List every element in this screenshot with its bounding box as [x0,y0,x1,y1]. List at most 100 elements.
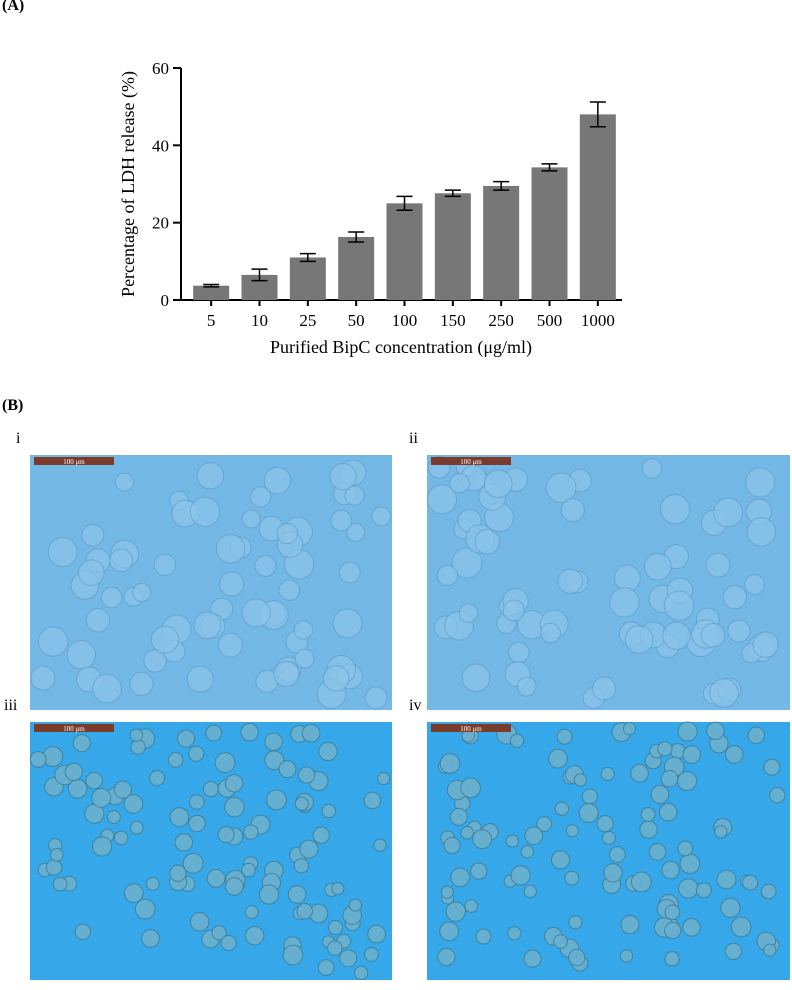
scale-bar [34,724,114,732]
panel-label: i [16,430,21,447]
cell [49,848,64,862]
bar [579,114,616,301]
cell [202,780,219,798]
error-bar [251,268,268,282]
cell [113,830,129,846]
y-tick-label: 20 [152,214,169,233]
cell [474,528,501,555]
cell [189,496,221,528]
cell [591,676,617,701]
cell [169,807,190,828]
cell [331,881,345,896]
cell [439,753,461,774]
cell [746,517,776,547]
cell [296,902,313,920]
cell [568,948,586,967]
cell [451,547,483,579]
cell [129,820,144,835]
cell [174,833,194,852]
cell [219,571,245,597]
cell [348,898,362,912]
cell [193,611,222,640]
cell [106,810,121,824]
cell [760,883,777,900]
scale-bar-label: 100 μm [63,458,85,466]
x-tick-label: 500 [537,311,563,330]
cell [524,826,544,846]
cell [650,784,670,804]
cell [449,473,470,494]
cell [682,918,701,937]
cell [560,497,585,523]
cell [752,631,779,658]
x-tick-label: 1000 [581,311,615,330]
cell [663,590,695,622]
cell [458,603,479,623]
cell [545,472,577,504]
cell [556,728,573,745]
cell [461,663,491,693]
cell [472,829,493,850]
cell [716,869,737,890]
cell [129,728,144,742]
cell [294,796,309,811]
cell [113,780,133,799]
cell [332,608,363,639]
bar [289,257,326,300]
cell [186,665,214,693]
cell [664,951,680,967]
cell [747,726,765,744]
cell [744,574,765,595]
cell [639,820,658,839]
cell [312,826,330,844]
cell [568,915,583,930]
cell [713,497,744,528]
cell [664,904,681,921]
cell [339,949,358,968]
cell [677,770,698,792]
cell [730,916,752,938]
cell [658,802,678,822]
cell [603,863,623,883]
cell [196,461,225,490]
cell [145,876,160,891]
cell [134,898,156,920]
cell [426,484,457,515]
cell [662,621,691,650]
panel-label: iv [409,697,421,714]
bar [193,285,230,300]
cell [182,852,204,874]
cell [630,871,652,893]
cell [244,905,259,920]
scale-bar-label: 100 μm [63,725,85,733]
cell [220,934,237,952]
cell [123,794,144,814]
cell [660,770,679,788]
cell [240,722,259,742]
x-tick-label: 150 [440,311,466,330]
cell [293,858,310,874]
cell [29,751,47,768]
cell [215,534,246,564]
cell [507,926,522,941]
error-bar [348,231,365,243]
x-tick-label: 25 [299,311,316,330]
cell [276,522,298,545]
cell [318,741,338,762]
cell [641,458,663,479]
cell [769,787,786,804]
cell [600,766,615,782]
cell [460,825,475,840]
cell [169,864,187,882]
cell [596,815,614,833]
error-bar [444,189,461,198]
cell [327,919,343,935]
cell [695,882,712,899]
error-bar [493,180,510,191]
cell [72,734,91,753]
cell [243,824,259,840]
cell [460,777,481,799]
cell [301,723,321,743]
cell [520,844,534,859]
cell [293,620,314,640]
